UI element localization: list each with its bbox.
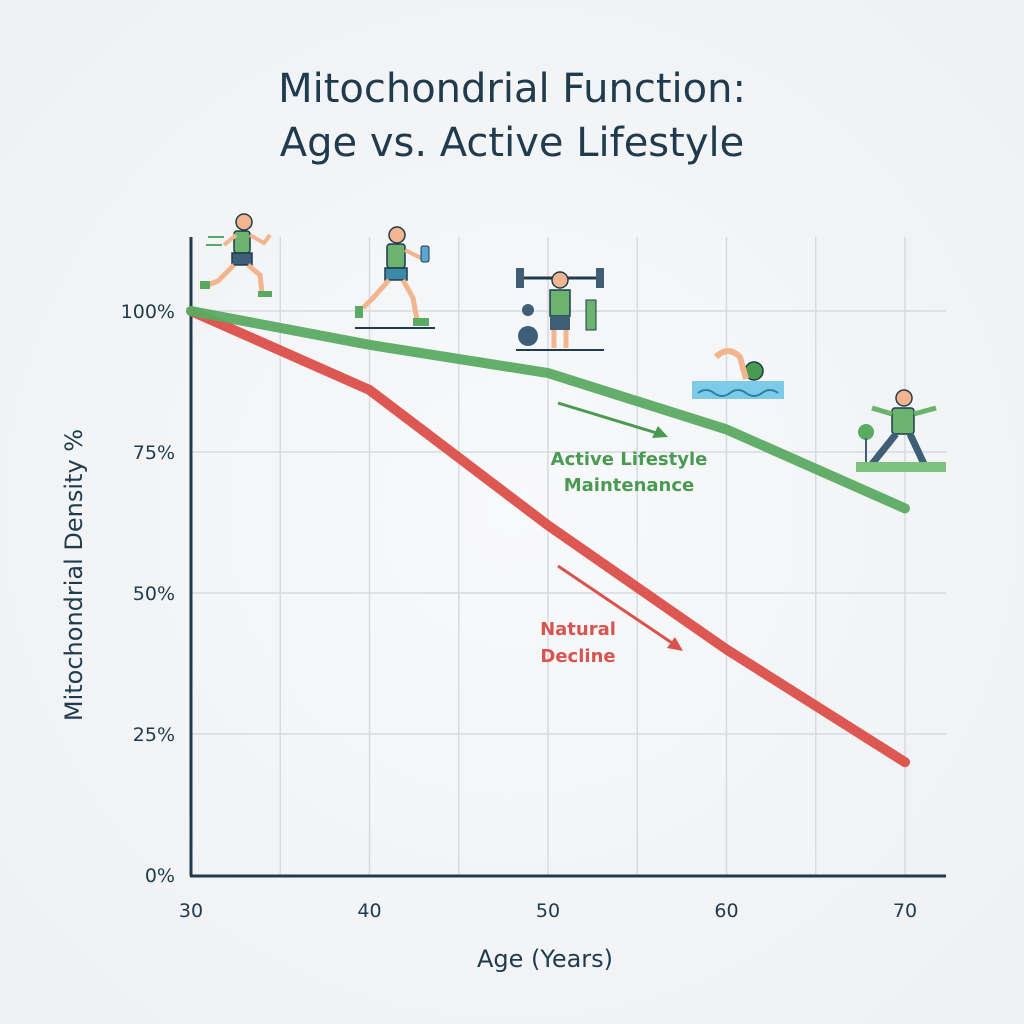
sprinter-icon xyxy=(200,213,272,297)
x-tick-label: 60 xyxy=(714,900,738,922)
runner-with-water-icon xyxy=(355,226,435,329)
x-tick-label: 30 xyxy=(179,900,203,922)
title-line-1: Mitochondrial Function: xyxy=(278,66,746,112)
x-tick-label: 70 xyxy=(893,900,917,922)
swimmer-icon xyxy=(692,348,784,399)
y-axis-label: Mitochondrial Density % xyxy=(60,429,88,721)
series-line-active-lifestyle-maintenance xyxy=(186,306,910,514)
y-tick-label: 0% xyxy=(145,865,175,887)
annotation-decline-line1: Natural xyxy=(540,619,616,640)
x-tick-label: 40 xyxy=(357,900,381,922)
x-axis-label: Age (Years) xyxy=(477,945,613,973)
y-tick-label: 75% xyxy=(133,442,175,464)
title-line-2: Age vs. Active Lifestyle xyxy=(279,120,745,166)
annotation-active-line1: Active Lifestyle xyxy=(551,449,708,470)
annotation-decline-line2: Decline xyxy=(540,646,615,667)
annotation-active-line2: Maintenance xyxy=(564,475,695,496)
series-line-natural-decline xyxy=(186,306,910,768)
chart-title: Mitochondrial Function: Age vs. Active L… xyxy=(0,62,1024,170)
weightlifter-icon xyxy=(516,268,604,351)
annotation-decline: Natural Decline xyxy=(540,564,683,667)
y-tick-label: 25% xyxy=(133,724,175,746)
x-tick-label: 50 xyxy=(536,900,560,922)
tai-chi-elder-icon xyxy=(856,389,946,472)
y-tick-label: 50% xyxy=(133,583,175,605)
annotation-active: Active Lifestyle Maintenance xyxy=(551,401,708,496)
y-tick-label: 100% xyxy=(121,301,175,323)
